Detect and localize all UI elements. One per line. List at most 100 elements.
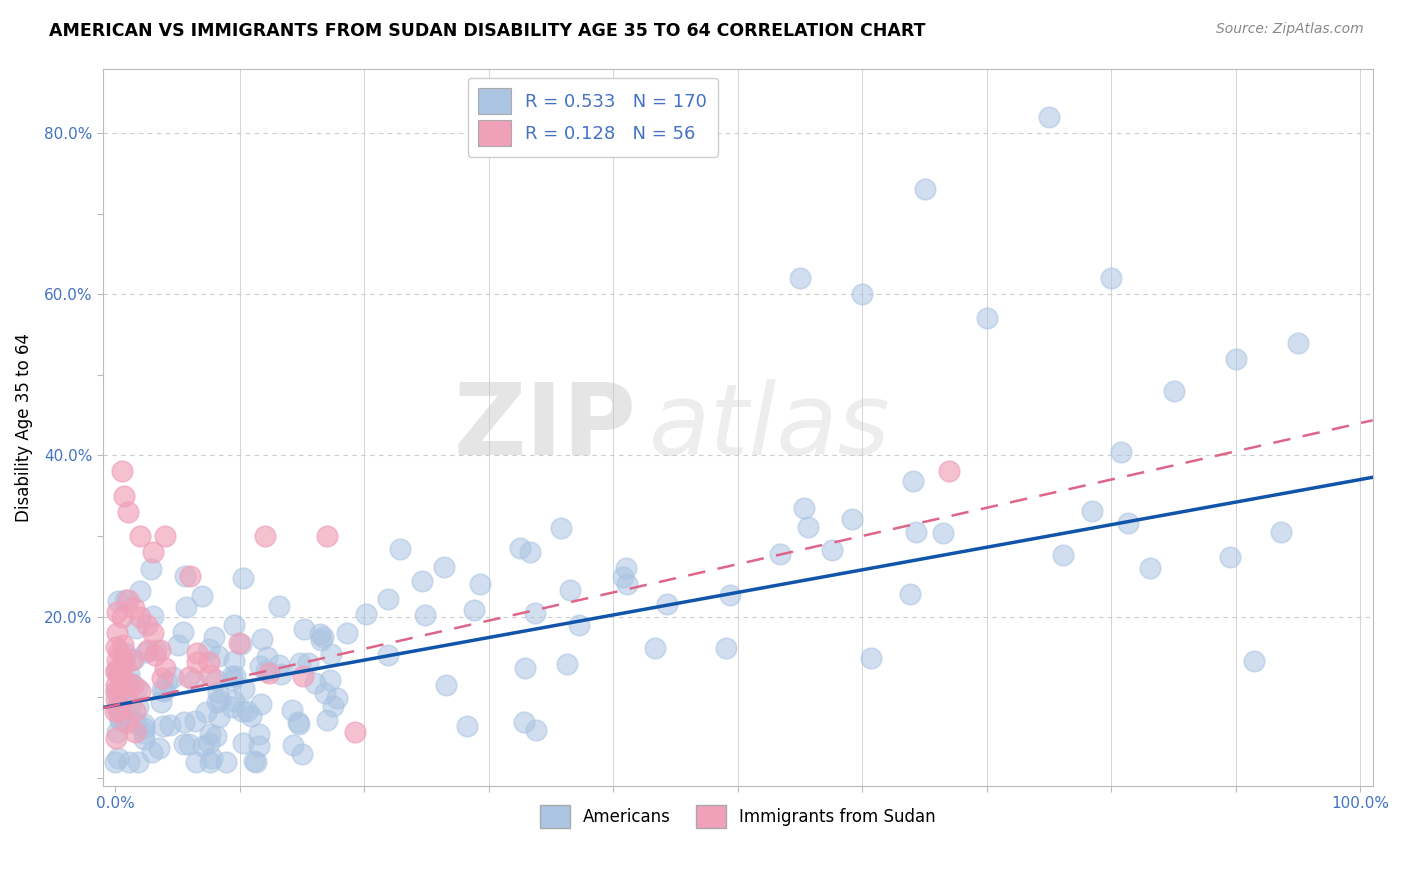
Point: [159, 718, 181, 732]
Point: [288, 717, 311, 731]
Point: [254, 664, 277, 678]
Point: [197, 655, 219, 669]
Point: [112, 653, 135, 667]
Point: [118, 755, 141, 769]
Legend: Americans, Immigrants from Sudan: Americans, Immigrants from Sudan: [533, 798, 942, 835]
Point: [312, 630, 335, 644]
Point: [256, 650, 278, 665]
Point: [176, 599, 198, 614]
Point: [120, 698, 142, 713]
Point: [156, 675, 179, 690]
Point: [291, 747, 314, 762]
Point: [112, 674, 135, 689]
Point: [107, 751, 129, 765]
Point: [903, 474, 925, 488]
Point: [205, 729, 228, 743]
Point: [287, 715, 309, 730]
Text: Source: ZipAtlas.com: Source: ZipAtlas.com: [1216, 22, 1364, 37]
Point: [297, 656, 319, 670]
Point: [249, 658, 271, 673]
Point: [343, 725, 366, 739]
Point: [150, 671, 173, 685]
Point: [224, 654, 246, 668]
Point: [173, 714, 195, 729]
Point: [129, 609, 152, 624]
Point: [205, 695, 228, 709]
Point: [1163, 384, 1185, 398]
Point: [152, 684, 174, 698]
Point: [177, 738, 200, 752]
Point: [118, 666, 141, 681]
Point: [125, 621, 148, 635]
Point: [121, 653, 143, 667]
Point: [179, 669, 201, 683]
Point: [127, 700, 149, 714]
Point: [124, 652, 146, 666]
Point: [124, 724, 146, 739]
Point: [318, 673, 340, 687]
Point: [314, 686, 336, 700]
Point: [136, 643, 159, 657]
Point: [105, 724, 128, 739]
Point: [253, 529, 276, 543]
Point: [228, 636, 250, 650]
Point: [198, 755, 221, 769]
Point: [107, 689, 129, 703]
Point: [388, 542, 411, 557]
Point: [122, 601, 145, 615]
Point: [142, 608, 165, 623]
Point: [433, 560, 456, 574]
Point: [938, 465, 960, 479]
Point: [207, 648, 229, 663]
Point: [110, 669, 132, 683]
Point: [186, 646, 208, 660]
Point: [769, 547, 792, 561]
Point: [243, 754, 266, 768]
Point: [1270, 524, 1292, 539]
Point: [132, 731, 155, 746]
Point: [281, 738, 304, 752]
Point: [718, 588, 741, 602]
Point: [201, 751, 224, 765]
Point: [644, 640, 666, 655]
Point: [413, 608, 436, 623]
Y-axis label: Disability Age 35 to 64: Disability Age 35 to 64: [15, 333, 32, 522]
Point: [141, 745, 163, 759]
Point: [112, 489, 135, 503]
Point: [231, 704, 253, 718]
Point: [931, 525, 953, 540]
Point: [231, 637, 253, 651]
Point: [509, 541, 531, 555]
Point: [304, 675, 326, 690]
Point: [104, 731, 127, 746]
Point: [173, 569, 195, 583]
Point: [195, 705, 218, 719]
Point: [655, 598, 678, 612]
Point: [145, 643, 167, 657]
Point: [292, 622, 315, 636]
Point: [167, 638, 190, 652]
Point: [221, 699, 243, 714]
Point: [135, 645, 157, 659]
Point: [129, 684, 152, 698]
Point: [1111, 445, 1133, 459]
Point: [215, 755, 238, 769]
Point: [309, 632, 332, 647]
Point: [851, 287, 873, 301]
Point: [841, 512, 863, 526]
Text: AMERICAN VS IMMIGRANTS FROM SUDAN DISABILITY AGE 35 TO 64 CORRELATION CHART: AMERICAN VS IMMIGRANTS FROM SUDAN DISABI…: [49, 22, 925, 40]
Point: [567, 618, 589, 632]
Point: [377, 648, 399, 662]
Point: [150, 695, 173, 709]
Point: [191, 589, 214, 603]
Point: [616, 577, 638, 591]
Point: [257, 665, 280, 680]
Point: [233, 681, 256, 696]
Point: [114, 715, 136, 730]
Point: [315, 713, 337, 727]
Point: [797, 520, 820, 534]
Point: [150, 683, 173, 698]
Point: [198, 736, 221, 750]
Point: [456, 719, 478, 733]
Point: [789, 271, 811, 285]
